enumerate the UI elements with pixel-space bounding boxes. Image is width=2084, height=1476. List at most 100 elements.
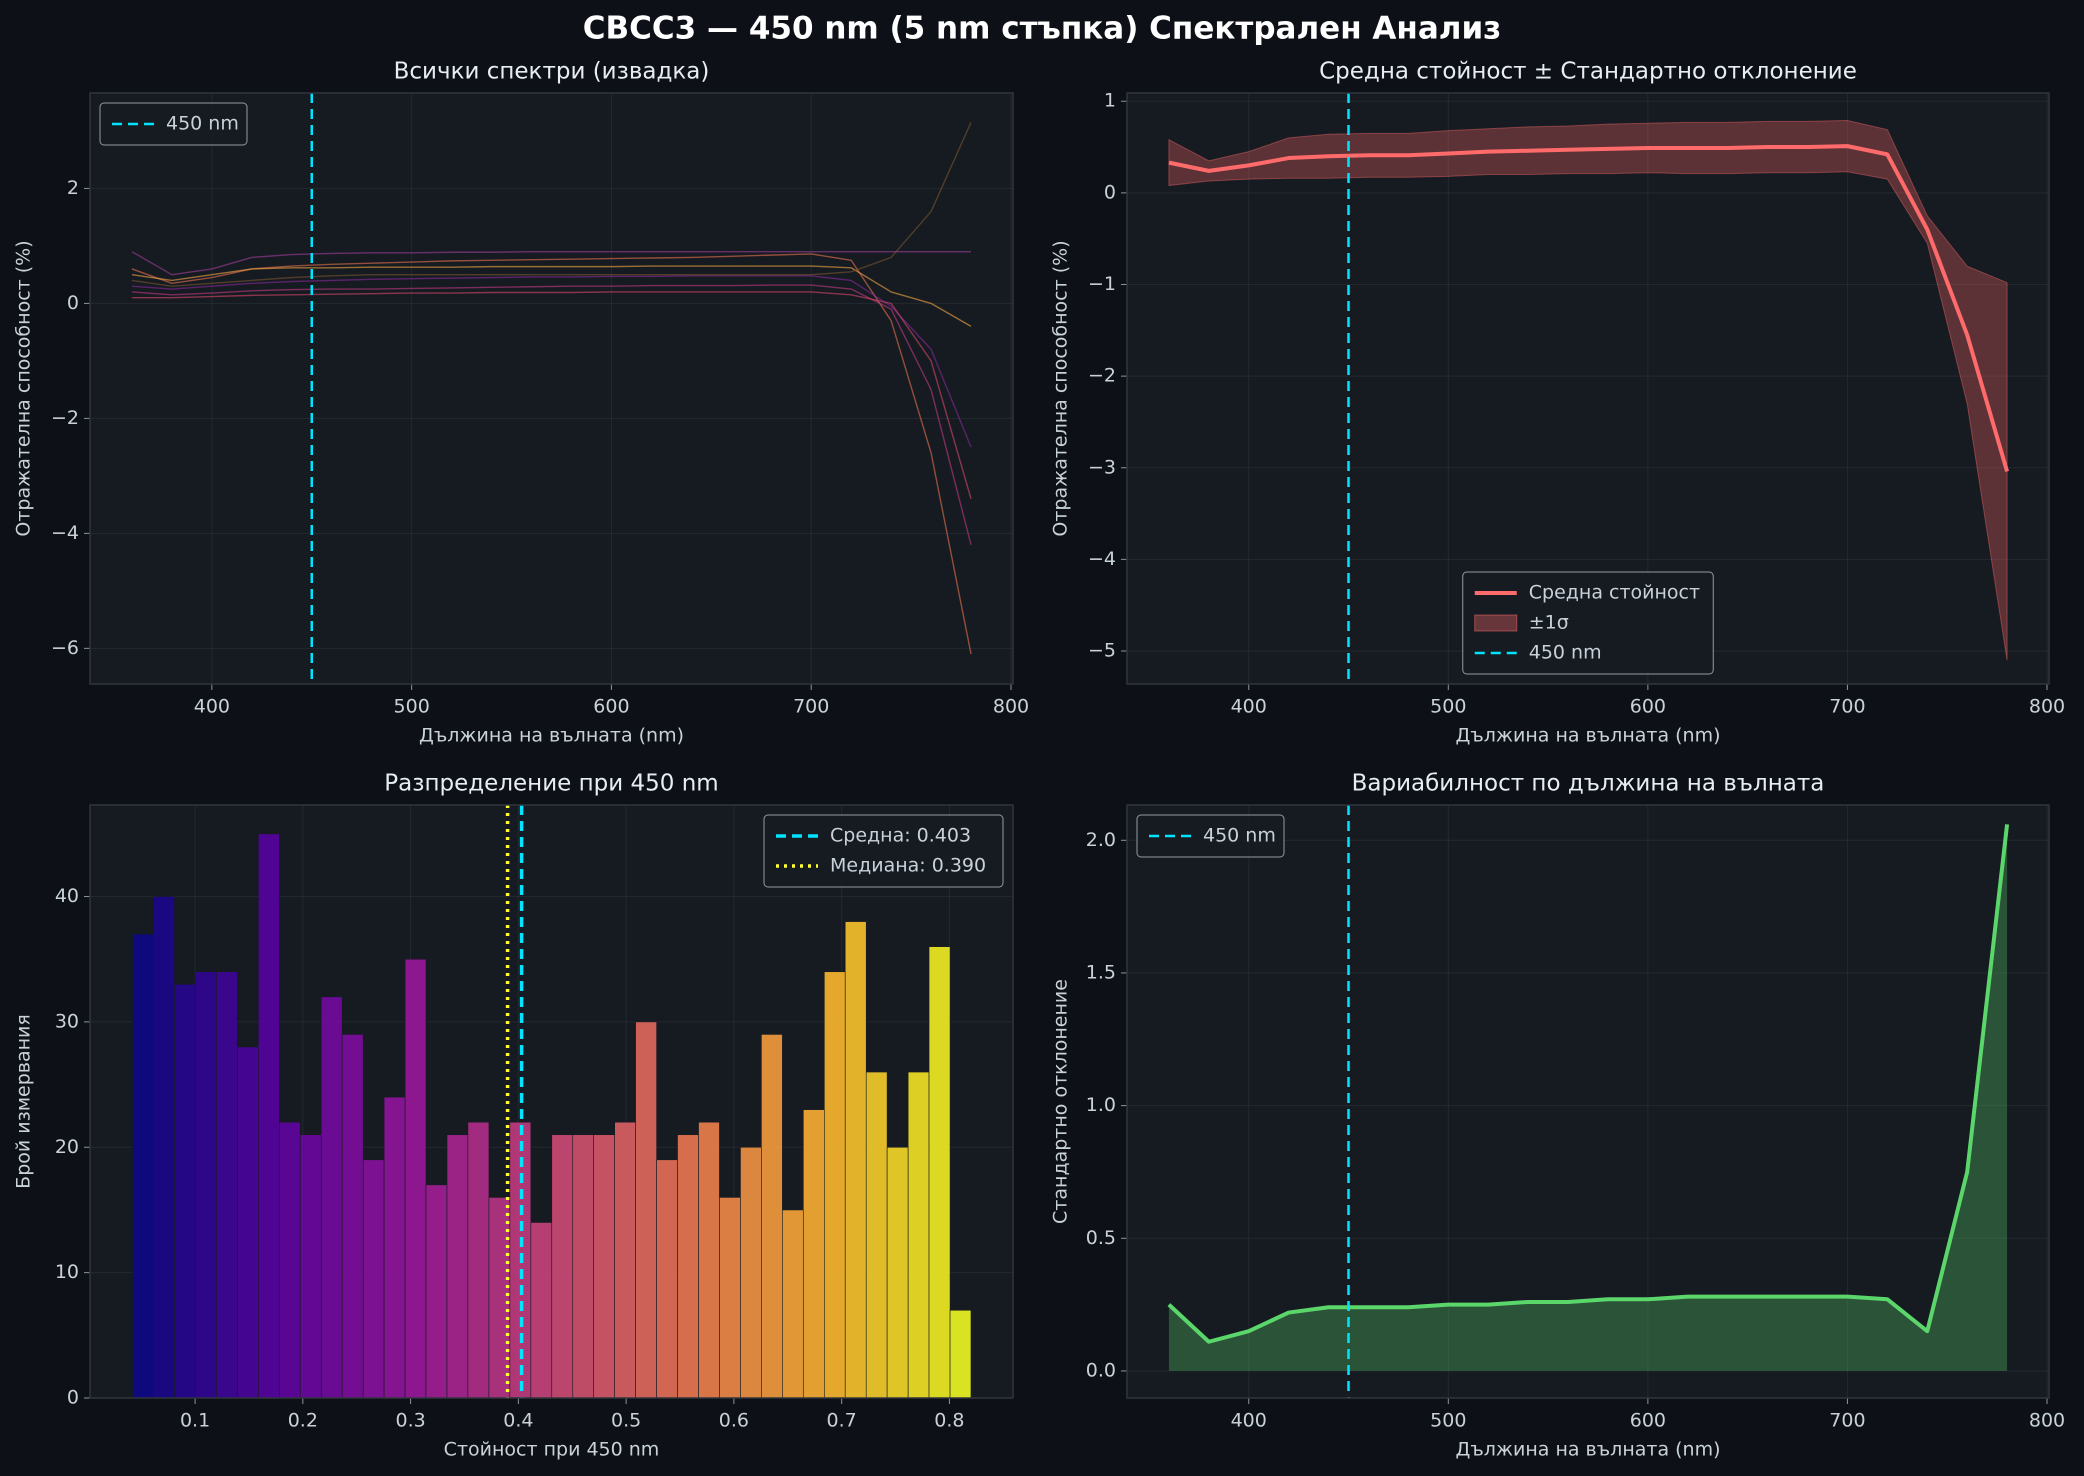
- series-line: [1167, 824, 2010, 1344]
- x-tick-label: 0.5: [611, 1410, 641, 1432]
- histogram-bar: [446, 1134, 469, 1398]
- x-tick-label: 0.3: [395, 1410, 425, 1432]
- x-tick-label: 500: [1430, 1410, 1466, 1432]
- x-tick-label: 0.2: [288, 1410, 318, 1432]
- y-tick-label: 20: [55, 1136, 79, 1158]
- x-tick-label: 500: [1430, 696, 1466, 718]
- histogram-bar: [551, 1134, 574, 1398]
- y-tick-label: 0: [67, 1387, 79, 1409]
- y-tick-label: −1: [1088, 273, 1116, 295]
- y-axis-label: Отражателна способност (%): [1050, 240, 1072, 536]
- histogram-bar: [153, 896, 175, 1398]
- series-line: [131, 284, 972, 546]
- x-axis-label: Дължина на вълната (nm): [419, 725, 684, 747]
- histogram-bar: [719, 1197, 741, 1398]
- legend: Средна стойност ±1σ 450 nm: [1462, 571, 1714, 675]
- y-tick-label: −5: [1088, 640, 1116, 662]
- y-tick-label: 0.5: [1086, 1227, 1116, 1249]
- y-tick-label: −4: [1088, 548, 1116, 570]
- std-band: [1168, 119, 2008, 661]
- legend: 450 nm: [1136, 814, 1285, 858]
- legend-box: [1462, 571, 1714, 675]
- histogram-bar: [383, 1096, 406, 1398]
- y-axis-label: Отражателна способност (%): [13, 240, 35, 536]
- histogram-bar: [782, 1209, 804, 1398]
- legend-swatch: [1474, 614, 1518, 632]
- x-tick-label: 400: [194, 696, 230, 718]
- series-line: [131, 275, 972, 448]
- x-tick-label: 600: [1630, 696, 1666, 718]
- x-tick-label: 800: [2029, 696, 2065, 718]
- y-tick-label: −2: [1088, 365, 1116, 387]
- y-tick-label: 30: [55, 1010, 79, 1032]
- y-tick-label: 10: [55, 1261, 79, 1283]
- subplot: 400 500 600 700 800 −6 −4 −2 0 2 Всички спектри (и…: [13, 59, 1030, 747]
- y-tick-label: 0: [1104, 181, 1116, 203]
- y-axis-label: Стандартно отклонение: [1050, 979, 1072, 1224]
- histogram-bar: [341, 1034, 364, 1398]
- legend-label: Медиана: 0.390: [830, 855, 986, 877]
- series-line: [131, 291, 972, 500]
- legend-label: ±1σ: [1529, 612, 1569, 634]
- x-tick-label: 400: [1231, 696, 1267, 718]
- subplot-title: Средна стойност ± Стандартно отклонение: [1319, 59, 1857, 85]
- y-tick-label: 2: [67, 177, 79, 199]
- legend-box: [763, 814, 1004, 888]
- histogram-bar: [132, 933, 154, 1398]
- x-tick-label: 700: [1829, 696, 1865, 718]
- histogram-bar: [258, 833, 280, 1398]
- axes-frame: [89, 92, 1014, 685]
- legend-label: 450 nm: [1529, 642, 1602, 664]
- histogram-bar: [467, 1121, 490, 1398]
- histogram-bar: [802, 1109, 825, 1398]
- histogram-bar: [530, 1222, 553, 1398]
- histogram-bar: [320, 996, 343, 1398]
- series-line: [131, 122, 972, 287]
- plot-area: [1168, 93, 2010, 684]
- histogram-bar: [362, 1159, 385, 1398]
- x-tick-label: 700: [1829, 1410, 1865, 1432]
- x-tick-label: 700: [793, 696, 829, 718]
- series-line: [131, 265, 972, 328]
- y-tick-label: −4: [51, 522, 79, 544]
- axes-frame: [1126, 92, 2050, 685]
- plot-area: [1167, 805, 2010, 1398]
- y-tick-label: 40: [55, 885, 79, 907]
- legend-box: [1136, 814, 1285, 858]
- histogram-bar: [656, 1159, 678, 1398]
- y-tick-label: −2: [51, 407, 79, 429]
- legend: 450 nm: [99, 102, 248, 146]
- legend-box: [99, 102, 248, 146]
- x-tick-label: 0.1: [180, 1410, 210, 1432]
- y-tick-label: −6: [51, 637, 79, 659]
- histogram-bar: [824, 971, 846, 1398]
- x-tick-label: 0.4: [503, 1410, 533, 1432]
- histogram-bar: [635, 1021, 657, 1398]
- x-tick-label: 800: [993, 696, 1029, 718]
- x-tick-label: 500: [394, 696, 430, 718]
- subplot-title: Разпределение при 450 nm: [384, 771, 718, 797]
- histogram-bar: [425, 1184, 448, 1398]
- subplot-title: Всички спектри (извадка): [394, 59, 710, 85]
- series-line: [131, 250, 972, 276]
- histogram-bar: [279, 1121, 301, 1398]
- plot-area: [131, 93, 972, 684]
- histogram-bar: [195, 971, 217, 1398]
- histogram-bar: [404, 958, 427, 1398]
- y-tick-label: 0: [67, 292, 79, 314]
- histogram-bar: [593, 1134, 616, 1398]
- histogram-bar: [698, 1121, 720, 1398]
- x-tick-label: 0.6: [719, 1410, 749, 1432]
- histogram-bar: [928, 946, 951, 1398]
- figure-title: CBCC3 — 450 nm (5 nm стъпка) Спектрален …: [583, 11, 1501, 47]
- series-line: [1168, 144, 2010, 472]
- y-tick-label: −3: [1088, 456, 1116, 478]
- axes-frame: [89, 804, 1014, 1399]
- axes-frame: [1126, 804, 2050, 1399]
- histogram-bar: [949, 1309, 972, 1398]
- y-tick-label: 0.0: [1086, 1359, 1116, 1381]
- subplot: 400 500 600 700 800 0.0 0.5 1.0 1.5 2.0 Вариабилно…: [1050, 771, 2066, 1461]
- subplot-title: Вариабилност по дължина на вълната: [1352, 771, 1825, 797]
- x-tick-label: 600: [1630, 1410, 1666, 1432]
